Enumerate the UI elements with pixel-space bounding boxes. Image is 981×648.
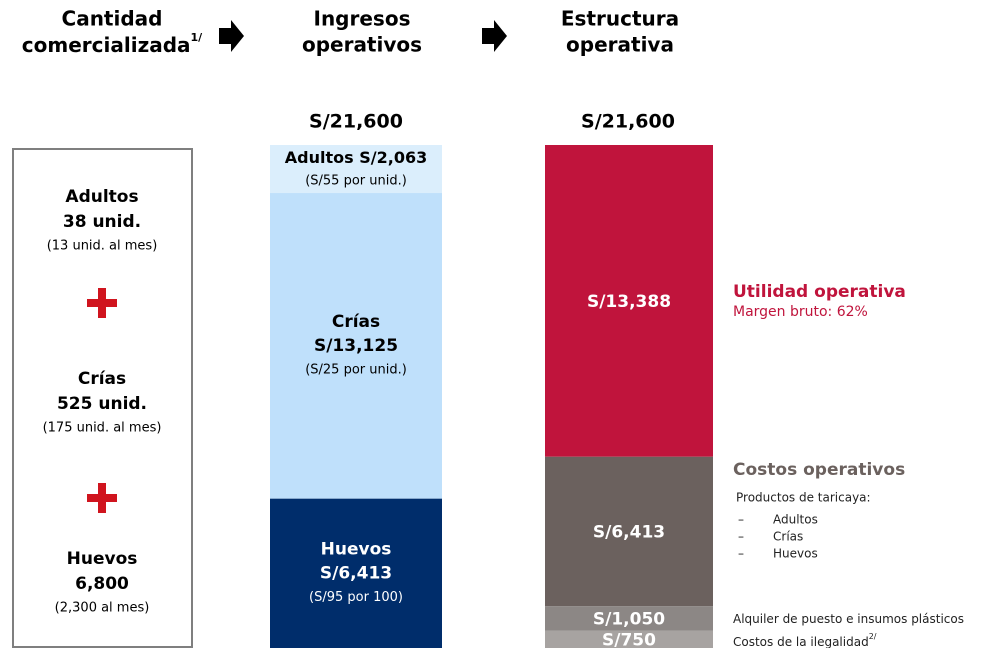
annotation-note: Costos de la ilegalidad2/	[733, 632, 877, 648]
quantity-amount: 6,800	[75, 574, 129, 594]
annotation-note: Margen bruto: 62%	[733, 304, 868, 320]
quantity-box	[12, 148, 193, 648]
header: operativos	[302, 33, 422, 57]
annotation-note: Alquiler de puesto e insumos plásticos	[733, 612, 964, 626]
quantity-name: Huevos	[67, 549, 138, 569]
header-sup: 1/	[191, 31, 204, 44]
segment-name: Crías	[332, 312, 380, 332]
segment-value: S/1,050	[593, 609, 665, 629]
annotation-title: Utilidad operativa	[733, 282, 906, 302]
bar-segment	[545, 606, 713, 631]
segment-label: Adultos S/2,063	[285, 148, 427, 167]
header: operativa	[566, 33, 674, 57]
total: S/21,600	[309, 111, 403, 133]
segment-value: S/750	[602, 630, 656, 648]
segment-name: Adultos	[285, 148, 354, 167]
segment-value: S/13,388	[587, 292, 671, 312]
quantity-detail: (13 unid. al mes)	[47, 239, 158, 254]
bar-segment	[270, 145, 442, 194]
quantity-detail: (175 unid. al mes)	[43, 421, 162, 436]
header: comercializada1/	[22, 31, 203, 57]
segment-detail: (S/95 por 100)	[309, 590, 403, 605]
bar-segment	[270, 193, 442, 499]
bullet: –	[738, 529, 744, 543]
quantity-amount: 38 unid.	[63, 212, 141, 232]
annotation-item: Adultos	[773, 512, 818, 526]
annotation-sup: 2/	[869, 632, 877, 641]
segment-name: Huevos	[321, 539, 392, 559]
annotation-title: Costos operativos	[733, 460, 905, 480]
quantity-name: Crías	[78, 369, 126, 389]
segment-detail: (S/55 por unid.)	[305, 174, 407, 189]
bar-segment	[545, 456, 713, 607]
arrow	[482, 20, 507, 52]
arrow	[219, 20, 244, 52]
bullet: –	[738, 546, 744, 560]
segment-value: S/2,063	[359, 148, 427, 167]
bar-segment	[545, 145, 713, 457]
segment-value: S/6,413	[593, 522, 665, 542]
header-text: comercializada	[22, 33, 191, 57]
bullet: –	[738, 512, 744, 526]
header: Cantidad	[62, 7, 163, 31]
bar-segment	[270, 498, 442, 648]
quantity-name: Adultos	[65, 187, 138, 207]
annotation-text: Costos de la ilegalidad	[733, 635, 869, 648]
plus	[87, 288, 117, 513]
total: S/21,600	[581, 111, 675, 133]
segment-value: S/13,125	[314, 336, 398, 356]
annotation-item: Crías	[773, 529, 803, 543]
annotation-note: Productos de taricaya:	[736, 490, 871, 504]
annotation-item: Huevos	[773, 546, 818, 560]
quantity-amount: 525 unid.	[57, 394, 147, 414]
header: Ingresos	[314, 7, 411, 31]
segment-detail: (S/25 por unid.)	[305, 362, 407, 377]
quantity-detail: (2,300 al mes)	[55, 601, 150, 616]
bar-segment	[545, 630, 713, 648]
header: Estructura	[561, 7, 679, 31]
segment-value: S/6,413	[320, 563, 392, 583]
